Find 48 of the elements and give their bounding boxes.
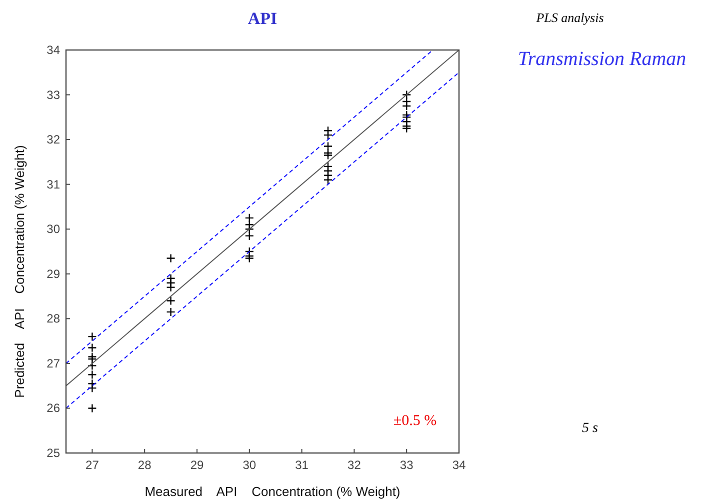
x-tick-label: 32: [348, 458, 362, 472]
point: [88, 354, 97, 364]
y-tick-label: 31: [46, 177, 60, 192]
point: [244, 224, 254, 234]
x-tick-label: 27: [86, 458, 100, 472]
point: [166, 282, 176, 292]
x-tick-label: 33: [400, 458, 414, 472]
x-axis-title: Measured API Concentration (% Weight): [144, 484, 400, 499]
y-tick-label: 27: [46, 356, 60, 370]
y-tick-label: 33: [46, 88, 60, 102]
point: [166, 296, 176, 306]
point: [323, 130, 333, 140]
point: [88, 361, 97, 370]
point: [244, 231, 254, 240]
point: [166, 307, 176, 317]
annotation: ±0.5 %: [393, 413, 437, 429]
x-tick-label: 30: [242, 458, 256, 472]
point: [402, 90, 412, 100]
text: 5 s: [582, 421, 599, 436]
x-tick-label: 31: [295, 458, 309, 472]
point: [323, 150, 333, 160]
point: [88, 383, 97, 393]
point: [88, 343, 97, 352]
y-axis-title: Predicted API Concentration (% Weight): [12, 145, 27, 398]
y-tick-label: 28: [46, 312, 60, 326]
y-tick-label: 34: [46, 43, 60, 57]
point: [323, 175, 333, 184]
y-tick-label: 25: [46, 446, 60, 460]
point: [166, 254, 176, 263]
y-tick-label: 30: [46, 222, 60, 236]
y-tick-label: 32: [46, 132, 60, 147]
point: [402, 122, 412, 131]
point: [88, 332, 97, 342]
point: [88, 370, 97, 380]
y-tick-label: 29: [46, 266, 60, 281]
x-tick-label: 28: [138, 458, 152, 472]
point: [244, 254, 254, 263]
point: [244, 213, 254, 223]
x-tick-label: 29: [190, 458, 204, 472]
chart-title: API: [248, 9, 278, 28]
x-tick-label: 34: [452, 458, 466, 472]
point: [402, 101, 412, 111]
y-tick-label: 26: [46, 401, 60, 416]
point: [402, 124, 412, 133]
text: PLS analysis: [535, 10, 604, 25]
text: Transmission Raman: [518, 48, 686, 70]
point: [88, 404, 97, 413]
point: [323, 142, 333, 151]
